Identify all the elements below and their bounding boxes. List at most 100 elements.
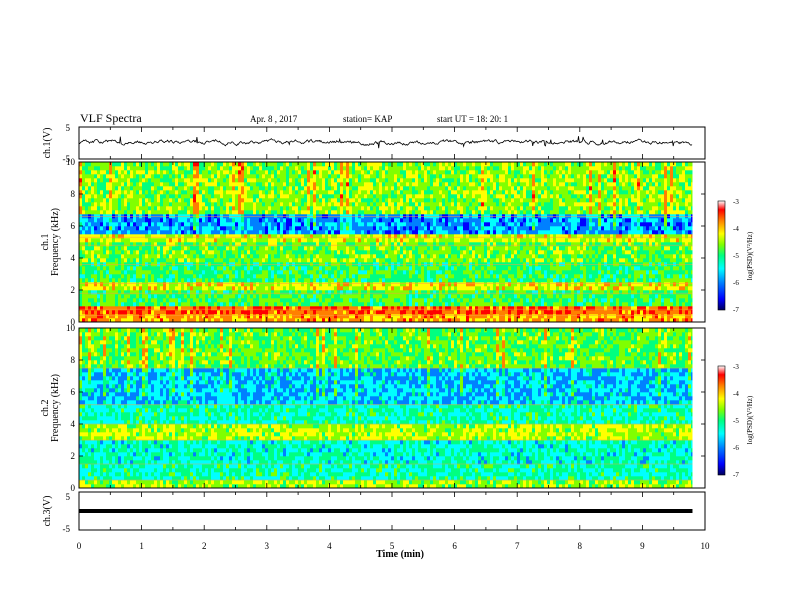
spectrogram-cell (364, 298, 368, 303)
spectrogram-cell (97, 294, 101, 299)
spectrogram-cell (112, 302, 116, 307)
spectrogram-cell (271, 218, 275, 223)
spectrogram-cell (97, 286, 101, 291)
spectrogram-cell (205, 278, 209, 283)
spectrogram-cell (382, 298, 386, 303)
spectrogram-cell (136, 218, 140, 223)
spectrogram-cell (418, 238, 422, 243)
spectrogram-cell (364, 286, 368, 291)
spectrogram-cell (259, 314, 263, 319)
spectrogram-cell (328, 182, 332, 187)
spectrogram-cell (199, 230, 203, 235)
spectrogram-cell (391, 186, 395, 191)
spectrogram-cell (370, 202, 374, 207)
spectrogram-cell (316, 238, 320, 243)
spectrogram-cell (142, 206, 146, 211)
spectrogram-cell (415, 298, 419, 303)
spectrogram-cell (427, 314, 431, 319)
spectrogram-cell (199, 234, 203, 239)
spectrogram-cell (448, 254, 452, 259)
spectrogram-cell (301, 206, 305, 211)
spectrogram-cell (139, 242, 143, 247)
spectrogram-cell (157, 226, 161, 231)
spectrogram-cell (217, 238, 221, 243)
spectrogram-cell (97, 282, 101, 287)
spectrogram-cell (394, 270, 398, 275)
spectrogram-cell (337, 178, 341, 183)
spectrogram-cell (298, 222, 302, 227)
spectrogram-cell (232, 270, 236, 275)
spectrogram-cell (208, 290, 212, 295)
spectrogram-cell (190, 238, 194, 243)
spectrogram-cell (139, 314, 143, 319)
spectrogram-cell (91, 226, 95, 231)
spectrogram-cell (181, 302, 185, 307)
spectrogram-cell (196, 290, 200, 295)
spectrogram-cell (124, 242, 128, 247)
spectrogram-cell (394, 310, 398, 315)
spectrogram-cell (133, 234, 137, 239)
spectrogram-cell (184, 270, 188, 275)
spectrogram-cell (148, 250, 152, 255)
spectrogram-cell (220, 258, 224, 263)
spectrogram-cell (145, 294, 149, 299)
spectrogram-cell (88, 202, 92, 207)
spectrogram-cell (322, 266, 326, 271)
spectrogram-cell (298, 206, 302, 211)
spectrogram-cell (193, 210, 197, 215)
spectrogram-cell (271, 286, 275, 291)
spectrogram-cell (373, 238, 377, 243)
spectrogram-cell (436, 250, 440, 255)
spectrogram-cell (427, 186, 431, 191)
spectrogram-cell (235, 250, 239, 255)
spectrogram-cell (160, 254, 164, 259)
spectrogram-cell (94, 258, 98, 263)
spectrogram-cell (94, 306, 98, 311)
spectrogram-cell (100, 202, 104, 207)
spectrogram-cell (286, 298, 290, 303)
spectrogram-cell (154, 270, 158, 275)
spectrogram-cell (289, 202, 293, 207)
spectrogram-cell (274, 198, 278, 203)
spectrogram-cell (361, 210, 365, 215)
spectrogram-cell (349, 210, 353, 215)
spectrogram-cell (415, 230, 419, 235)
spectrogram-cell (400, 206, 404, 211)
spectrogram-cell (322, 162, 326, 167)
spectrogram-cell (115, 274, 119, 279)
spectrogram-cell (436, 270, 440, 275)
spectrogram-cell (172, 170, 176, 175)
spectrogram-cell (397, 166, 401, 171)
spectrogram-cell (340, 202, 344, 207)
spectrogram-cell (214, 298, 218, 303)
spectrogram-cell (259, 170, 263, 175)
spectrogram-cell (328, 198, 332, 203)
spectrogram-cell (229, 298, 233, 303)
spectrogram-cell (292, 314, 296, 319)
spectrogram-cell (310, 186, 314, 191)
spectrogram-cell (175, 282, 179, 287)
spectrogram-cell (400, 162, 404, 167)
spectrogram-cell (175, 310, 179, 315)
spectrogram-cell (292, 182, 296, 187)
spectrogram-cell (229, 310, 233, 315)
spectrogram-cell (205, 266, 209, 271)
spectrogram-cell (124, 210, 128, 215)
spectrogram-cell (304, 198, 308, 203)
spectrogram-cell (373, 294, 377, 299)
spectrogram-cell (187, 318, 191, 323)
spectrogram-cell (79, 294, 83, 299)
spectrogram-cell (334, 162, 338, 167)
spectrogram-cell (244, 318, 248, 323)
spectrogram-cell (424, 290, 428, 295)
spectrogram-cell (181, 282, 185, 287)
spectrogram-cell (379, 278, 383, 283)
spectrogram-cell (286, 286, 290, 291)
spectrogram-cell (217, 202, 221, 207)
spectrogram-cell (154, 246, 158, 251)
spectrogram-cell (421, 314, 425, 319)
spectrogram-cell (193, 278, 197, 283)
spectrogram-cell (190, 170, 194, 175)
spectrogram-cell (331, 230, 335, 235)
spectrogram-cell (262, 190, 266, 195)
